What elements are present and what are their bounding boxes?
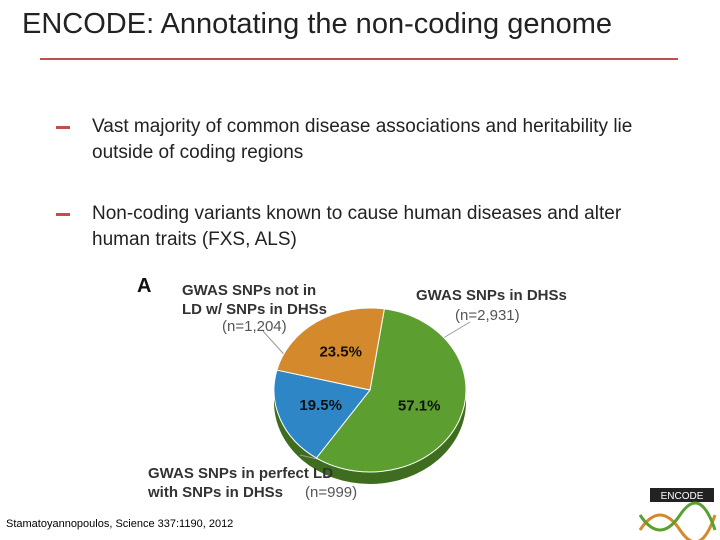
bullet-text: Non-coding variants known to cause human… [92, 203, 622, 250]
annotation: GWAS SNPs in perfect LD [148, 465, 333, 482]
bullet-marker [56, 126, 70, 129]
slice-label: 23.5% [319, 343, 362, 360]
citation: Stamatoyannopoulos, Science 337:1190, 20… [6, 518, 234, 530]
pie-slice [315, 308, 467, 473]
logo-helix [638, 513, 717, 540]
pie-slice [273, 369, 371, 459]
bullet-text: Vast majority of common disease associat… [92, 116, 633, 163]
annotation: (n=2,931) [455, 307, 520, 324]
logo-helix [638, 501, 717, 532]
slide-title: ENCODE: Annotating the non-coding genome [22, 8, 613, 40]
annotation: GWAS SNPs in DHSs [416, 287, 567, 304]
title-rule [40, 58, 678, 60]
annotation: with SNPs in DHSs [147, 484, 283, 501]
slice-label: 57.1% [398, 397, 441, 414]
slice-label: 19.5% [299, 397, 342, 414]
bullet: Vast majority of common disease associat… [56, 114, 652, 166]
bullet-marker [56, 213, 70, 216]
bullet: Non-coding variants known to cause human… [56, 201, 652, 253]
leader-line [439, 321, 471, 341]
pie-slice [276, 307, 385, 391]
annotation: (n=1,204) [222, 318, 287, 335]
logo-text: ENCODE [661, 491, 704, 502]
annotation: LD w/ SNPs in DHSs [182, 301, 327, 318]
annotation: (n=999) [305, 484, 357, 501]
annotation: GWAS SNPs not in [182, 282, 316, 299]
panel-label: A [137, 275, 151, 297]
logo-box [650, 488, 714, 502]
